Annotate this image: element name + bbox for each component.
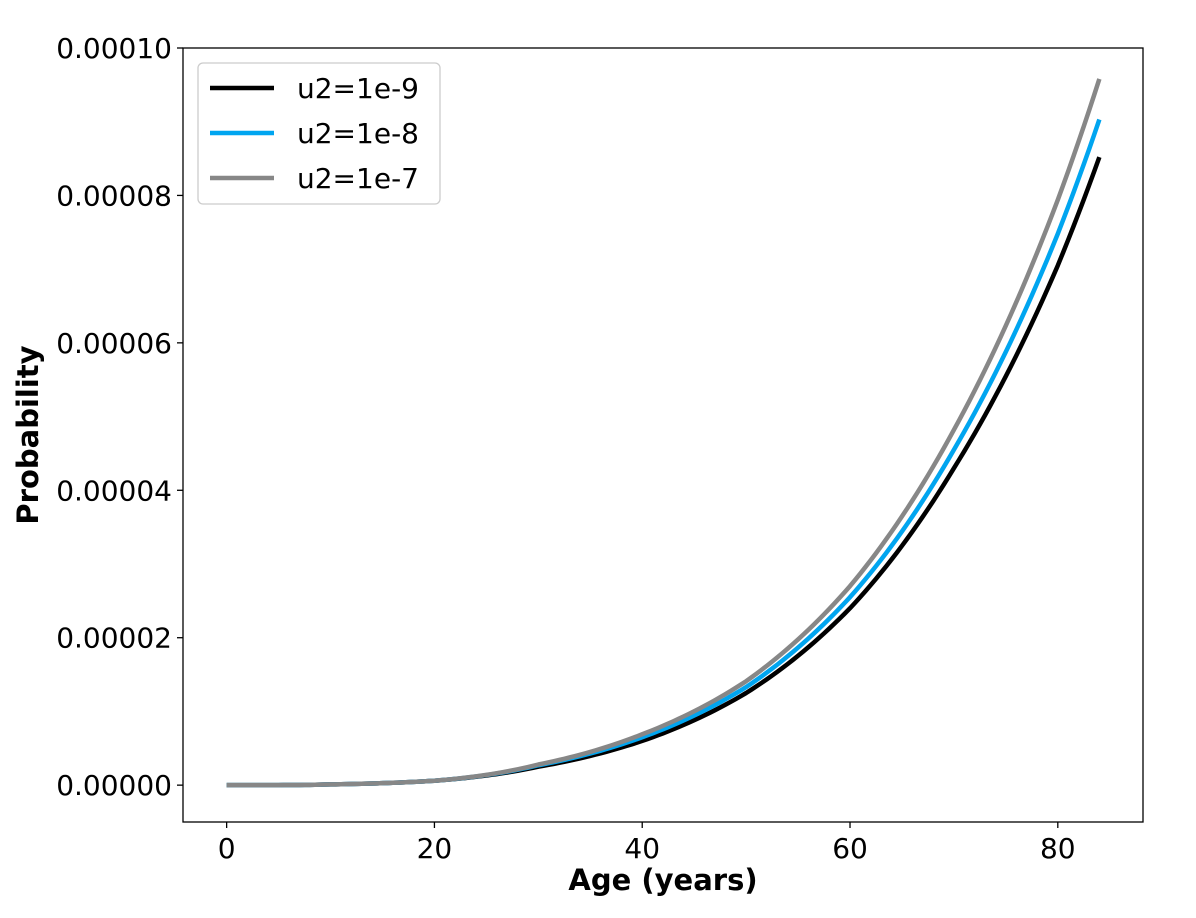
x-tick-label: 20 — [417, 832, 453, 865]
legend-entry-label: u2=1e-9 — [297, 72, 419, 105]
x-tick-label: 0 — [218, 832, 236, 865]
series-line-0 — [226, 156, 1102, 788]
y-tick-label: 0.00002 — [56, 622, 172, 655]
legend-entry-label: u2=1e-7 — [297, 162, 419, 195]
y-tick-label: 0.00010 — [56, 32, 172, 65]
y-tick-label: 0.00004 — [56, 474, 172, 507]
y-axis-label: Probability — [11, 345, 45, 524]
series-line-1 — [226, 118, 1102, 788]
legend-entry-label: u2=1e-8 — [297, 117, 419, 150]
series-layer — [226, 78, 1102, 788]
y-tick-label: 0.00006 — [56, 327, 172, 360]
x-axis-label: Age (years) — [568, 863, 757, 897]
legend: u2=1e-9 u2=1e-8 u2=1e-7 — [197, 62, 441, 205]
series-line-2 — [226, 78, 1102, 788]
legend-box — [197, 62, 441, 205]
x-tick-label: 80 — [1040, 832, 1076, 865]
x-tick-label: 60 — [832, 832, 868, 865]
y-tick-label: 0.00008 — [56, 179, 172, 212]
y-tick-label: 0.00000 — [56, 769, 172, 802]
ticks-layer: 0 20 40 60 80 0.00000 0.00002 0.00004 0.00006 0.0… — [56, 32, 1075, 865]
x-tick-label: 40 — [624, 832, 660, 865]
plot-frame — [182, 47, 1144, 823]
